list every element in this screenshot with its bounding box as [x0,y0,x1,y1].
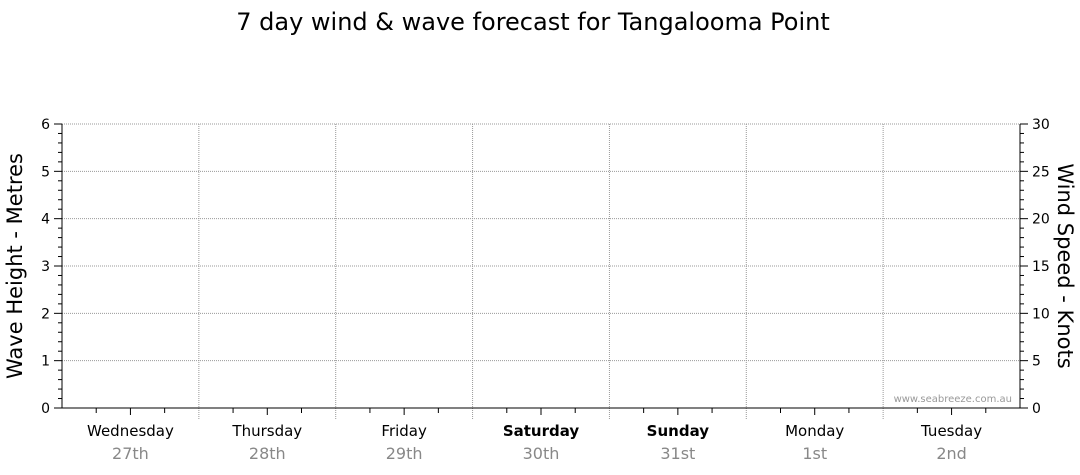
day-date-label: 31st [660,444,695,463]
watermark: www.seabreeze.com.au [894,394,1012,405]
left-tick-label: 5 [41,164,50,180]
day-name-label: Sunday [647,422,710,440]
day-date-label: 2nd [936,444,966,463]
left-tick-label: 1 [41,354,50,370]
left-tick-label: 6 [41,117,50,133]
axes [54,123,1028,415]
day-date-label: 1st [802,444,827,463]
right-tick-label: 30 [1032,117,1050,133]
gridlines [62,123,1020,420]
day-name-label: Monday [785,422,844,440]
day-date-label: 28th [249,444,286,463]
right-tick-label: 25 [1032,164,1050,180]
day-name-label: Friday [381,422,427,440]
day-date-label: 30th [523,444,560,463]
right-axis-title: Wind Speed - Knots [1053,163,1077,368]
day-name-label: Tuesday [920,422,982,440]
left-tick-label: 3 [41,259,50,275]
right-tick-label: 10 [1032,306,1050,322]
day-date-label: 27th [112,444,149,463]
right-tick-label: 20 [1032,212,1050,228]
left-tick-label: 0 [41,401,50,417]
tick-labels: 0 01 52 103 154 205 256 30Wednesday27thThursday… [41,117,1050,463]
day-name-label: Wednesday [87,422,174,440]
right-tick-label: 5 [1032,354,1041,370]
chart-title: 7 day wind & wave forecast for Tangaloom… [236,8,830,36]
day-date-label: 29th [386,444,423,463]
day-name-label: Thursday [231,422,302,440]
left-axis-title: Wave Height - Metres [3,153,27,379]
left-tick-label: 2 [41,306,50,322]
right-tick-label: 0 [1032,401,1041,417]
left-tick-label: 4 [41,212,50,228]
day-name-label: Saturday [503,422,580,440]
right-tick-label: 15 [1032,259,1050,275]
